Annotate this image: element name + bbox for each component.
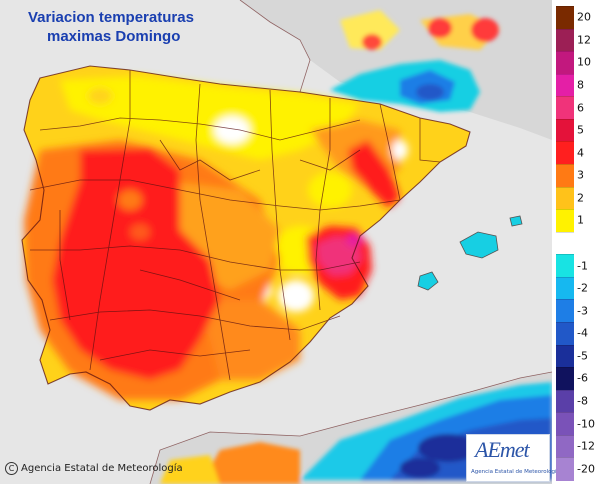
legend-label: 4	[577, 146, 584, 160]
province-boundaries	[21, 65, 471, 411]
legend-label: 8	[577, 78, 584, 92]
france-coastline	[239, 0, 311, 93]
color-legend: 20 12 10 8 6 5 4 3 2 1 -1 -2 -3 -4 -5 -6 -8 -10 -12 -20	[556, 6, 599, 481]
france-cold-area	[330, 10, 500, 112]
legend-label: -4	[577, 326, 588, 340]
legend-swatch	[556, 434, 574, 459]
legend-swatch	[556, 209, 574, 233]
legend-label: -10	[577, 417, 595, 431]
legend-swatch	[556, 141, 574, 165]
legend-swatch	[556, 412, 574, 436]
legend-label: -2	[577, 281, 588, 295]
legend-label: -5	[577, 349, 588, 363]
legend-label: -20	[577, 462, 595, 476]
legend-swatch	[556, 299, 574, 323]
aemet-logo-subtitle: Agencia Estatal de Meteorología	[471, 469, 560, 475]
legend-label: 20	[577, 10, 591, 24]
legend-label: 12	[577, 33, 591, 47]
legend-swatch	[556, 6, 574, 30]
legend-label: 3	[577, 168, 584, 182]
legend-swatch	[556, 276, 574, 301]
legend-label: 2	[577, 191, 584, 205]
legend-swatch	[556, 254, 574, 278]
legend-swatch	[556, 51, 574, 75]
balearic-islands	[417, 215, 523, 291]
copyright-credit: C Agencia Estatal de Meteorología	[5, 462, 183, 475]
legend-label: -1	[577, 259, 588, 273]
legend-label: 6	[577, 101, 584, 115]
legend-swatch	[556, 231, 574, 256]
legend-swatch	[556, 28, 574, 53]
iberia-temperature-map	[0, 0, 552, 484]
legend-swatch	[556, 186, 574, 211]
legend-label: 5	[577, 123, 584, 137]
map-title-line2: maximas Domingo	[47, 28, 181, 45]
legend-label: -12	[577, 439, 595, 453]
legend-swatch	[556, 118, 574, 143]
legend-swatch	[556, 322, 574, 346]
credit-text: Agencia Estatal de Meteorología	[21, 463, 183, 474]
legend-label: 10	[577, 55, 591, 69]
legend-label: -6	[577, 371, 588, 385]
legend-label: 1	[577, 213, 584, 227]
legend-swatch	[556, 457, 574, 481]
legend-swatch	[556, 96, 574, 120]
legend-swatch	[556, 389, 574, 414]
legend-swatch	[556, 344, 574, 369]
legend-label: -8	[577, 394, 588, 408]
africa-coastline	[149, 371, 552, 484]
aemet-logo-mark: AEmet	[475, 437, 530, 462]
map-title-line1: Variacion temperaturas	[28, 9, 194, 26]
legend-swatch	[556, 367, 574, 391]
aemet-logo: AEmet Agencia Estatal de Meteorología	[466, 434, 560, 482]
legend-swatch	[556, 73, 574, 98]
legend-swatch	[556, 164, 574, 188]
copyright-icon: C	[5, 462, 18, 475]
legend-label: -3	[577, 304, 588, 318]
